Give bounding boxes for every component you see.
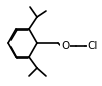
Text: Cl: Cl xyxy=(88,41,98,51)
Text: O: O xyxy=(61,41,69,51)
